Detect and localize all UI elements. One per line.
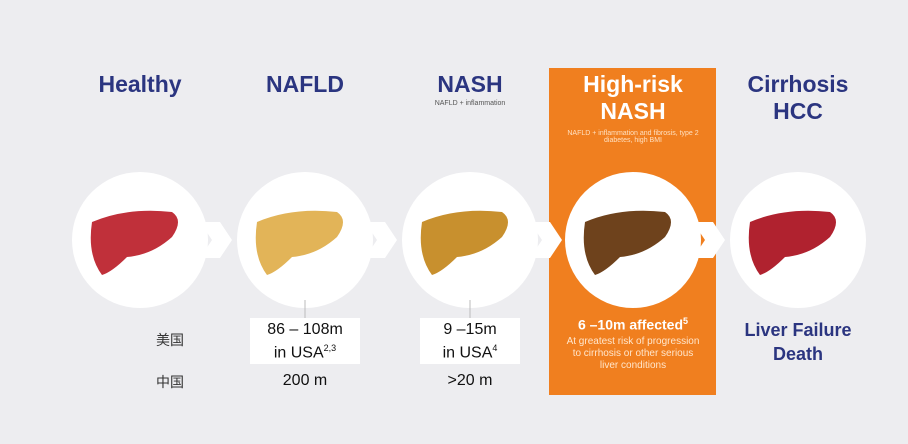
stage-title: Healthy — [98, 71, 182, 97]
china-count: 200 m — [282, 372, 328, 389]
reference: 4 — [492, 343, 498, 353]
stage-title: Cirrhosis HCC — [747, 71, 849, 124]
row-label: 中国 — [156, 375, 184, 391]
stage-subtitle: NAFLD + inflammation — [434, 100, 506, 107]
reference: 5 — [683, 316, 689, 326]
stage-title: High-risk NASH — [583, 71, 683, 124]
row-label: 美国 — [156, 333, 184, 349]
usa-box: 9 –15m in USA4 — [420, 318, 520, 365]
count: in USA — [442, 344, 493, 362]
risk-note: At greatest risk of progression to cirrh… — [566, 336, 700, 371]
stage-title: NAFLD — [266, 71, 344, 97]
reference: 2,3 — [323, 343, 337, 353]
connectors — [304, 300, 471, 318]
stage-title: NASH — [437, 71, 503, 97]
livers — [90, 210, 836, 275]
outcome: Liver Failure Death — [744, 320, 852, 364]
china-count: >20 m — [447, 372, 493, 389]
usa-box: 86 – 108m in USA2,3 — [250, 318, 360, 365]
arrows — [200, 222, 725, 258]
count: in USA — [273, 344, 324, 362]
count: 9 –15m — [443, 321, 497, 338]
count: 86 – 108m — [267, 321, 343, 338]
affected: 6 –10m affected5 — [556, 316, 710, 333]
stage-subtitle: NAFLD + inflammation and fibrosis, type … — [567, 130, 699, 144]
count: 6 –10m affected — [577, 316, 684, 333]
